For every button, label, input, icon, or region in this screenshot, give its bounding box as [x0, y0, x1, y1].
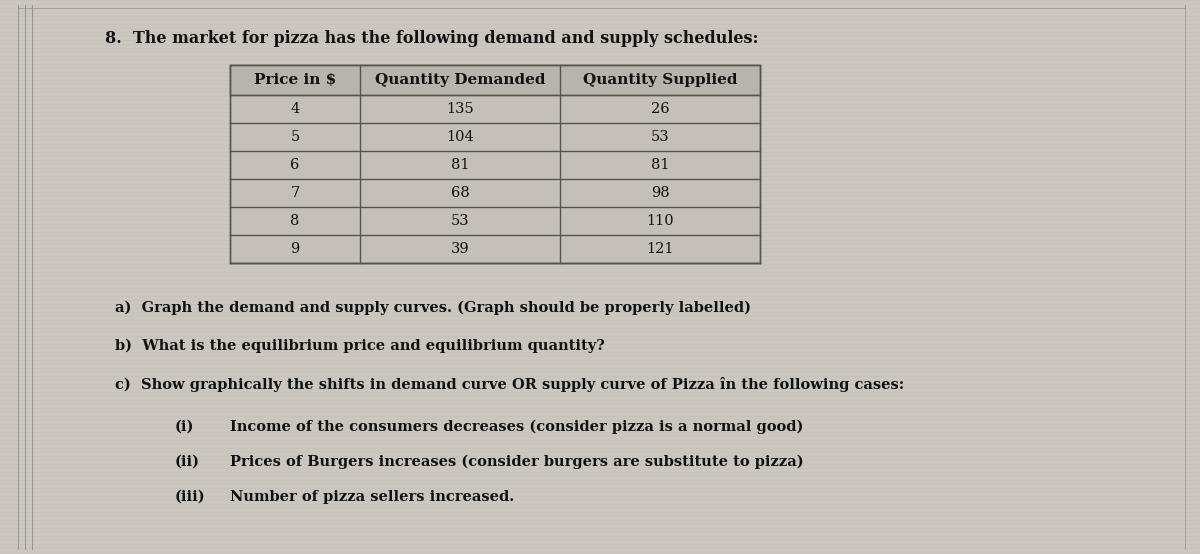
- Text: c)  Show graphically the shifts in demand curve OR supply curve of Pizza în the : c) Show graphically the shifts in demand…: [115, 377, 905, 392]
- Text: 5: 5: [290, 130, 300, 144]
- Text: 6: 6: [290, 158, 300, 172]
- Text: 104: 104: [446, 130, 474, 144]
- Text: (ii): (ii): [175, 455, 200, 469]
- Text: Quantity Demanded: Quantity Demanded: [374, 73, 545, 87]
- Text: 26: 26: [650, 102, 670, 116]
- Text: 110: 110: [646, 214, 674, 228]
- Bar: [230, 65, 760, 263]
- Text: Income of the consumers decreases (consider pizza is a normal good): Income of the consumers decreases (consi…: [230, 420, 803, 434]
- Text: 98: 98: [650, 186, 670, 200]
- Text: a)  Graph the demand and supply curves. (Graph should be properly labelled): a) Graph the demand and supply curves. (…: [115, 301, 751, 315]
- Text: Number of pizza sellers increased.: Number of pizza sellers increased.: [230, 490, 515, 504]
- Text: b)  What is the equilibrium price and equilibrium quantity?: b) What is the equilibrium price and equ…: [115, 339, 605, 353]
- Text: 121: 121: [647, 242, 673, 256]
- Text: 8.  The market for pizza has the following demand and supply schedules:: 8. The market for pizza has the followin…: [106, 30, 758, 47]
- Text: Prices of Burgers increases (consider burgers are substitute to pizza): Prices of Burgers increases (consider bu…: [230, 455, 804, 469]
- Text: 8: 8: [290, 214, 300, 228]
- Text: (i): (i): [175, 420, 194, 434]
- Text: Quantity Supplied: Quantity Supplied: [583, 73, 737, 87]
- Bar: [230, 65, 760, 95]
- Text: 81: 81: [451, 158, 469, 172]
- Text: 81: 81: [650, 158, 670, 172]
- Text: 135: 135: [446, 102, 474, 116]
- Text: 9: 9: [290, 242, 300, 256]
- Text: 68: 68: [451, 186, 469, 200]
- Text: (iii): (iii): [175, 490, 205, 504]
- Text: Price in $: Price in $: [254, 73, 336, 87]
- Text: 53: 53: [451, 214, 469, 228]
- Text: 39: 39: [451, 242, 469, 256]
- Text: 4: 4: [290, 102, 300, 116]
- Text: 53: 53: [650, 130, 670, 144]
- Text: 7: 7: [290, 186, 300, 200]
